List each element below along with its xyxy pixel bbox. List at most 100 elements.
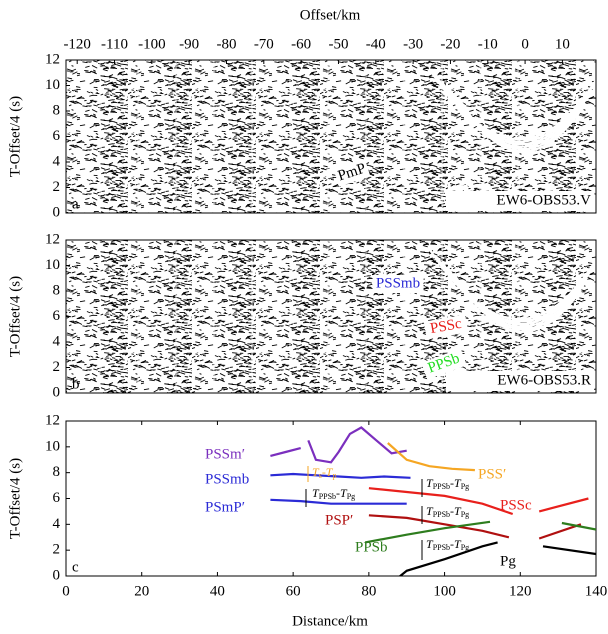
panel-label: a	[72, 196, 79, 212]
y-tick-label: 0	[53, 384, 61, 400]
phase-label-group: PSSc	[423, 314, 469, 340]
phase-label-group: PSSmb	[372, 275, 424, 293]
phase-label: PSSc	[429, 316, 463, 337]
phase-label: PSS′	[478, 466, 506, 482]
x-tick-label: 40	[210, 583, 225, 599]
interval-label-part: -T	[450, 504, 462, 518]
interval-label-part: T	[312, 465, 320, 479]
phase-label: PSmP′	[205, 499, 245, 515]
interval-label-part: T	[426, 537, 434, 551]
x-tick-label: 20	[134, 583, 149, 599]
x-tick-label: -40	[366, 36, 386, 52]
y-tick-label: 12	[45, 231, 60, 247]
x-tick-label: 0	[62, 583, 70, 599]
interval-label: Ts-Tp	[312, 465, 336, 480]
x-tick-label: -120	[63, 36, 91, 52]
phase-curve	[398, 541, 596, 576]
x-tick-label: -60	[291, 36, 311, 52]
interval-label-part: s	[319, 471, 322, 480]
x-tick-label: -50	[328, 36, 348, 52]
interval-label-part: Pg	[461, 510, 469, 519]
y-tick-label: 6	[53, 308, 61, 324]
phase-label: PSSmb	[376, 275, 420, 291]
y-tick-label: 2	[53, 179, 61, 195]
phase-curve	[270, 426, 407, 464]
interval-label-part: Pg	[347, 492, 355, 501]
phase-curve	[368, 514, 582, 540]
x-tick-label: -100	[138, 36, 166, 52]
frame	[65, 420, 597, 577]
x-tick-label: 80	[361, 583, 376, 599]
interval-label-part: Pg	[461, 482, 469, 491]
y-tick-label: 4	[53, 333, 61, 349]
station-label: EW6-OBS53.V	[496, 192, 591, 208]
y-axis-title: T-Offset/4 (s)	[7, 458, 23, 539]
interval-label: TPPSb-TPg	[312, 486, 355, 501]
interval-label-part: PPSb	[433, 510, 450, 519]
interval-label-part: -T	[450, 476, 462, 490]
phase-label: Pg	[500, 553, 516, 569]
y-tick-label: 6	[53, 490, 61, 506]
seismic-event	[459, 279, 582, 333]
phase-label: PSSc	[500, 497, 532, 513]
interval-label: TPPSb-TPg	[426, 476, 469, 491]
interval-label-part: -T	[322, 465, 334, 479]
interval-label-part: T	[426, 504, 434, 518]
y-tick-label: 2	[53, 542, 61, 558]
y-tick-label: 12	[45, 412, 60, 428]
x-tick-label: -10	[478, 36, 498, 52]
interval-label-part: T	[426, 476, 434, 490]
station-bg	[446, 191, 594, 211]
y-tick-label: 12	[45, 51, 60, 67]
phase-curve	[270, 472, 411, 479]
phase-label: PSP′	[325, 512, 353, 528]
y-axis-title: T-Offset/4 (s)	[7, 276, 23, 357]
seismic-record	[66, 240, 596, 393]
seismic-record	[66, 60, 596, 213]
interval-label-part: -T	[450, 537, 462, 551]
x-tick-label: -80	[216, 36, 236, 52]
y-tick-label: 6	[53, 128, 61, 144]
station-bg	[446, 371, 594, 391]
x-tick-label: -70	[254, 36, 274, 52]
phase-label-bg	[423, 314, 469, 340]
y-axis-title: T-Offset/4 (s)	[7, 96, 23, 177]
x-tick-label: 140	[585, 583, 608, 599]
interval-label-part: PPSb	[433, 482, 450, 491]
y-tick-label: 8	[53, 282, 61, 298]
interval-label-part: -T	[336, 486, 348, 500]
phase-label-bg	[333, 159, 371, 187]
panel-label: b	[72, 376, 80, 392]
interval-label: TPPSb-TPg	[426, 537, 469, 552]
phase-label: PSSmb	[205, 471, 249, 487]
phase-curve	[364, 520, 596, 544]
x-tick-label: 120	[509, 583, 532, 599]
phase-label: PSSm′	[205, 446, 245, 462]
y-tick-label: 10	[45, 257, 60, 273]
x-tick-label: -20	[440, 36, 460, 52]
interval-label-part: PPSb	[433, 543, 450, 552]
y-tick-label: 8	[53, 464, 61, 480]
x-tick-label: -30	[403, 36, 423, 52]
phase-curve	[270, 498, 407, 505]
interval-label-part: PPSb	[319, 492, 336, 501]
x-axis-title: Offset/km	[300, 7, 361, 23]
interval-label: TPPSb-TPg	[426, 504, 469, 519]
y-tick-label: 2	[53, 359, 61, 375]
x-tick-label: -110	[101, 36, 128, 52]
phase-curve	[387, 442, 475, 472]
interval-label-part: Pg	[461, 543, 469, 552]
phase-label-bg	[421, 348, 467, 380]
interval-label-part: p	[332, 471, 336, 480]
y-tick-label: 10	[45, 438, 60, 454]
x-tick-label: 0	[521, 36, 529, 52]
x-tick-label: 10	[555, 36, 570, 52]
interval-label-part: T	[312, 486, 320, 500]
x-axis-title: Distance/km	[292, 613, 368, 629]
x-tick-label: -90	[179, 36, 199, 52]
seismic-event	[459, 99, 582, 153]
phase-label-bg	[372, 275, 424, 293]
x-tick-label: 100	[433, 583, 456, 599]
x-tick-label: 60	[286, 583, 301, 599]
